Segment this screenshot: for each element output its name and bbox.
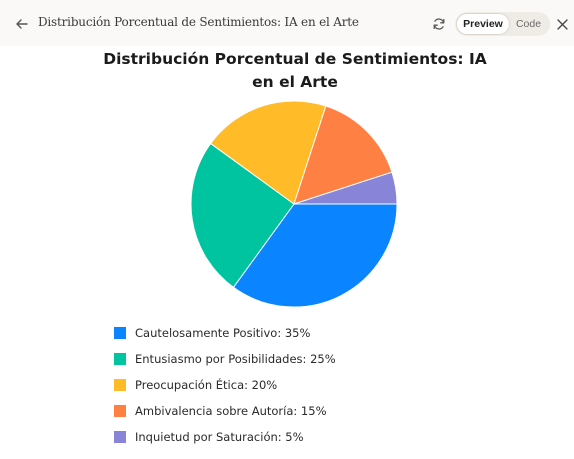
pie-slice-0[interactable] [232,203,398,308]
arrow-left-icon[interactable] [12,14,32,34]
legend-label: Preocupación Ética: 20% [135,378,278,392]
view-toggle: Preview Code [455,12,550,36]
legend-swatch [114,379,126,391]
pie-slice-3[interactable] [293,105,393,205]
legend-item: Entusiasmo por Posibilidades: 25% [114,346,336,372]
close-icon[interactable] [553,14,571,34]
legend-label: Ambivalencia sobre Autoría: 15% [135,404,327,418]
pie-slice-4[interactable] [293,171,398,205]
artifact-header: Distribución Porcentual de Sentimientos:… [0,0,574,46]
legend-swatch [114,327,126,339]
refresh-icon[interactable] [429,14,449,34]
legend-label: Cautelosamente Positivo: 35% [135,326,311,340]
legend-swatch [114,353,126,365]
chart-title: Distribución Porcentual de Sentimientos:… [103,50,487,91]
legend-swatch [114,431,126,443]
legend-swatch [114,405,126,417]
preview-tab[interactable]: Preview [457,14,509,34]
legend-item: Cautelosamente Positivo: 35% [114,320,336,346]
code-tab[interactable]: Code [515,18,542,30]
legend-label: Inquietud por Saturación: 5% [135,430,304,444]
chart-legend: Cautelosamente Positivo: 35% Entusiasmo p… [114,320,336,450]
legend-label: Entusiasmo por Posibilidades: 25% [135,352,336,366]
pie-slice-2[interactable] [209,100,327,205]
legend-item: Ambivalencia sobre Autoría: 15% [114,398,336,424]
artifact-title: Distribución Porcentual de Sentimientos:… [38,15,359,29]
pie-slice-1[interactable] [190,142,295,289]
legend-item: Inquietud por Saturación: 5% [114,424,336,450]
legend-item: Preocupación Ética: 20% [114,372,336,398]
